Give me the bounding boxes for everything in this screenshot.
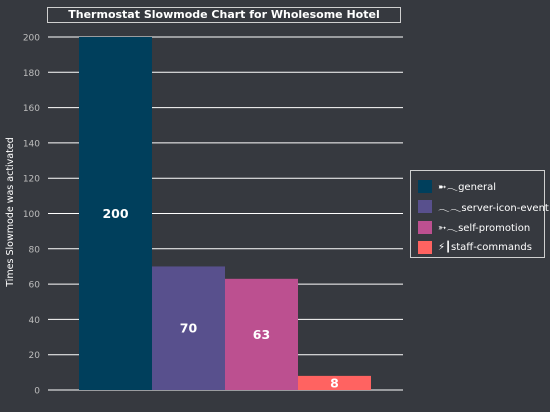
bar-value-labels: 200 70 63 8 xyxy=(102,206,338,390)
y-tick-label: 160 xyxy=(23,104,40,114)
bar-value-label: 70 xyxy=(180,321,198,336)
y-tick-label: 60 xyxy=(29,281,41,291)
bar xyxy=(298,375,371,390)
bar-value-label: 63 xyxy=(253,327,270,342)
legend-swatch xyxy=(418,179,432,193)
legend-item: ➼𓂃general xyxy=(418,176,544,197)
legend-label: ➼𓂃general xyxy=(438,182,497,194)
legend-swatch xyxy=(418,200,432,214)
legend-item: ➳𓂃self-promotion xyxy=(418,217,544,238)
bar xyxy=(152,266,225,390)
y-tick-label: 0 xyxy=(34,387,40,397)
legend-label: ➳𓂃self-promotion xyxy=(438,223,531,235)
y-tick-label: 100 xyxy=(23,210,40,220)
legend-label: ⚡┃staff-commands xyxy=(438,242,532,254)
legend: ➼𓂃general 𓂃𓂃server-icon-event ➳𓂃self-promo… xyxy=(410,170,549,259)
y-tick-label: 20 xyxy=(29,351,41,361)
y-tick-label: 120 xyxy=(23,175,40,185)
y-tick-label: 200 xyxy=(23,34,40,44)
y-axis-ticks: 0 20 40 60 80 100 120 140 160 180 200 xyxy=(23,34,40,397)
y-tick-label: 140 xyxy=(23,139,40,149)
legend-item: 𓂃𓂃server-icon-event xyxy=(418,197,549,218)
bar xyxy=(79,37,152,390)
chart-title: Thermostat Slowmode Chart for Wholesome … xyxy=(47,7,401,23)
legend-swatch xyxy=(418,220,432,234)
y-tick-label: 40 xyxy=(29,316,41,326)
legend-item: ⚡┃staff-commands xyxy=(418,238,544,259)
bars xyxy=(79,37,371,390)
y-tick-label: 180 xyxy=(23,69,40,79)
bar-value-label: 200 xyxy=(102,206,128,221)
y-axis-label: Times Slowmode was activated xyxy=(5,137,16,287)
legend-label: 𓂃𓂃server-icon-event xyxy=(438,202,549,214)
legend-swatch xyxy=(418,241,432,255)
bar xyxy=(225,278,298,390)
bar-value-label: 8 xyxy=(330,375,339,390)
y-tick-label: 80 xyxy=(29,245,41,255)
